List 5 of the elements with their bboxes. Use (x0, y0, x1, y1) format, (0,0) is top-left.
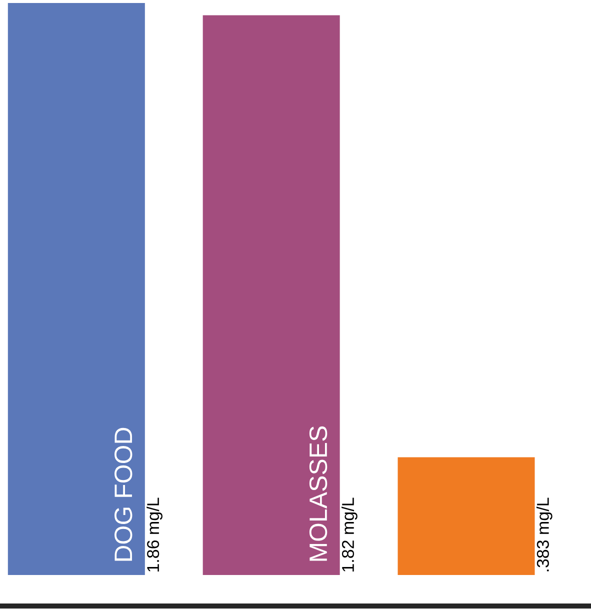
x-tick-label: DOG FOOD (114, 428, 132, 561)
data-label: 1.82 mg/L (342, 498, 358, 572)
x-tick-label: MOLASSES (309, 426, 328, 561)
data-label: .383 mg/L (536, 498, 552, 572)
data-label: 1.86 mg/L (146, 498, 162, 572)
